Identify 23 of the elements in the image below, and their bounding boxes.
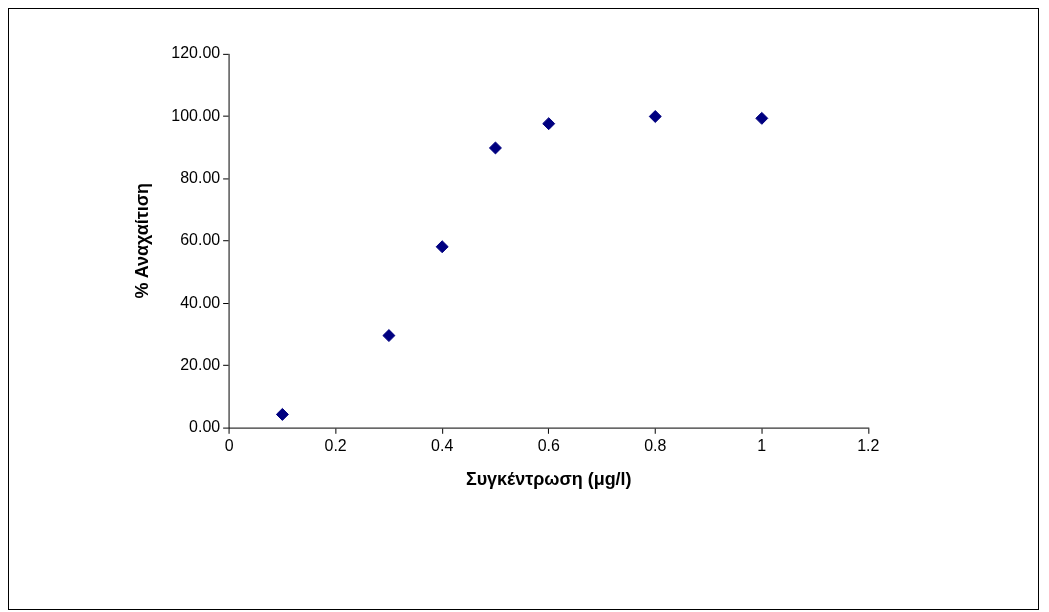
x-tick-label: 0.4 [431, 436, 454, 454]
y-tick-label: 0.00 [189, 418, 221, 436]
point [488, 141, 502, 155]
point [382, 329, 396, 343]
x-tick-label: 1 [757, 436, 767, 454]
point [648, 110, 662, 123]
y-tick-label: 80.00 [180, 168, 221, 186]
x-tick-label: 0.2 [324, 436, 347, 454]
x-tick-label: 1.2 [857, 436, 880, 454]
y-axis-title: % Αναχαίτιση [132, 183, 153, 299]
x-tick-label: 0 [224, 436, 234, 454]
x-axis-title: Συγκέντρωση (μg/l) [465, 468, 632, 489]
y-tick-label: 20.00 [180, 355, 221, 373]
y-tick-label: 120.00 [171, 44, 221, 62]
y-tick-label: 40.00 [180, 293, 221, 311]
x-tick-label: 0.6 [537, 436, 560, 454]
y-tick-label: 100.00 [171, 106, 221, 124]
point [542, 117, 556, 131]
point [755, 111, 769, 125]
y-tick-label: 60.00 [180, 231, 221, 249]
x-tick-label: 0.8 [644, 436, 667, 454]
point [435, 240, 449, 254]
point [275, 407, 289, 421]
